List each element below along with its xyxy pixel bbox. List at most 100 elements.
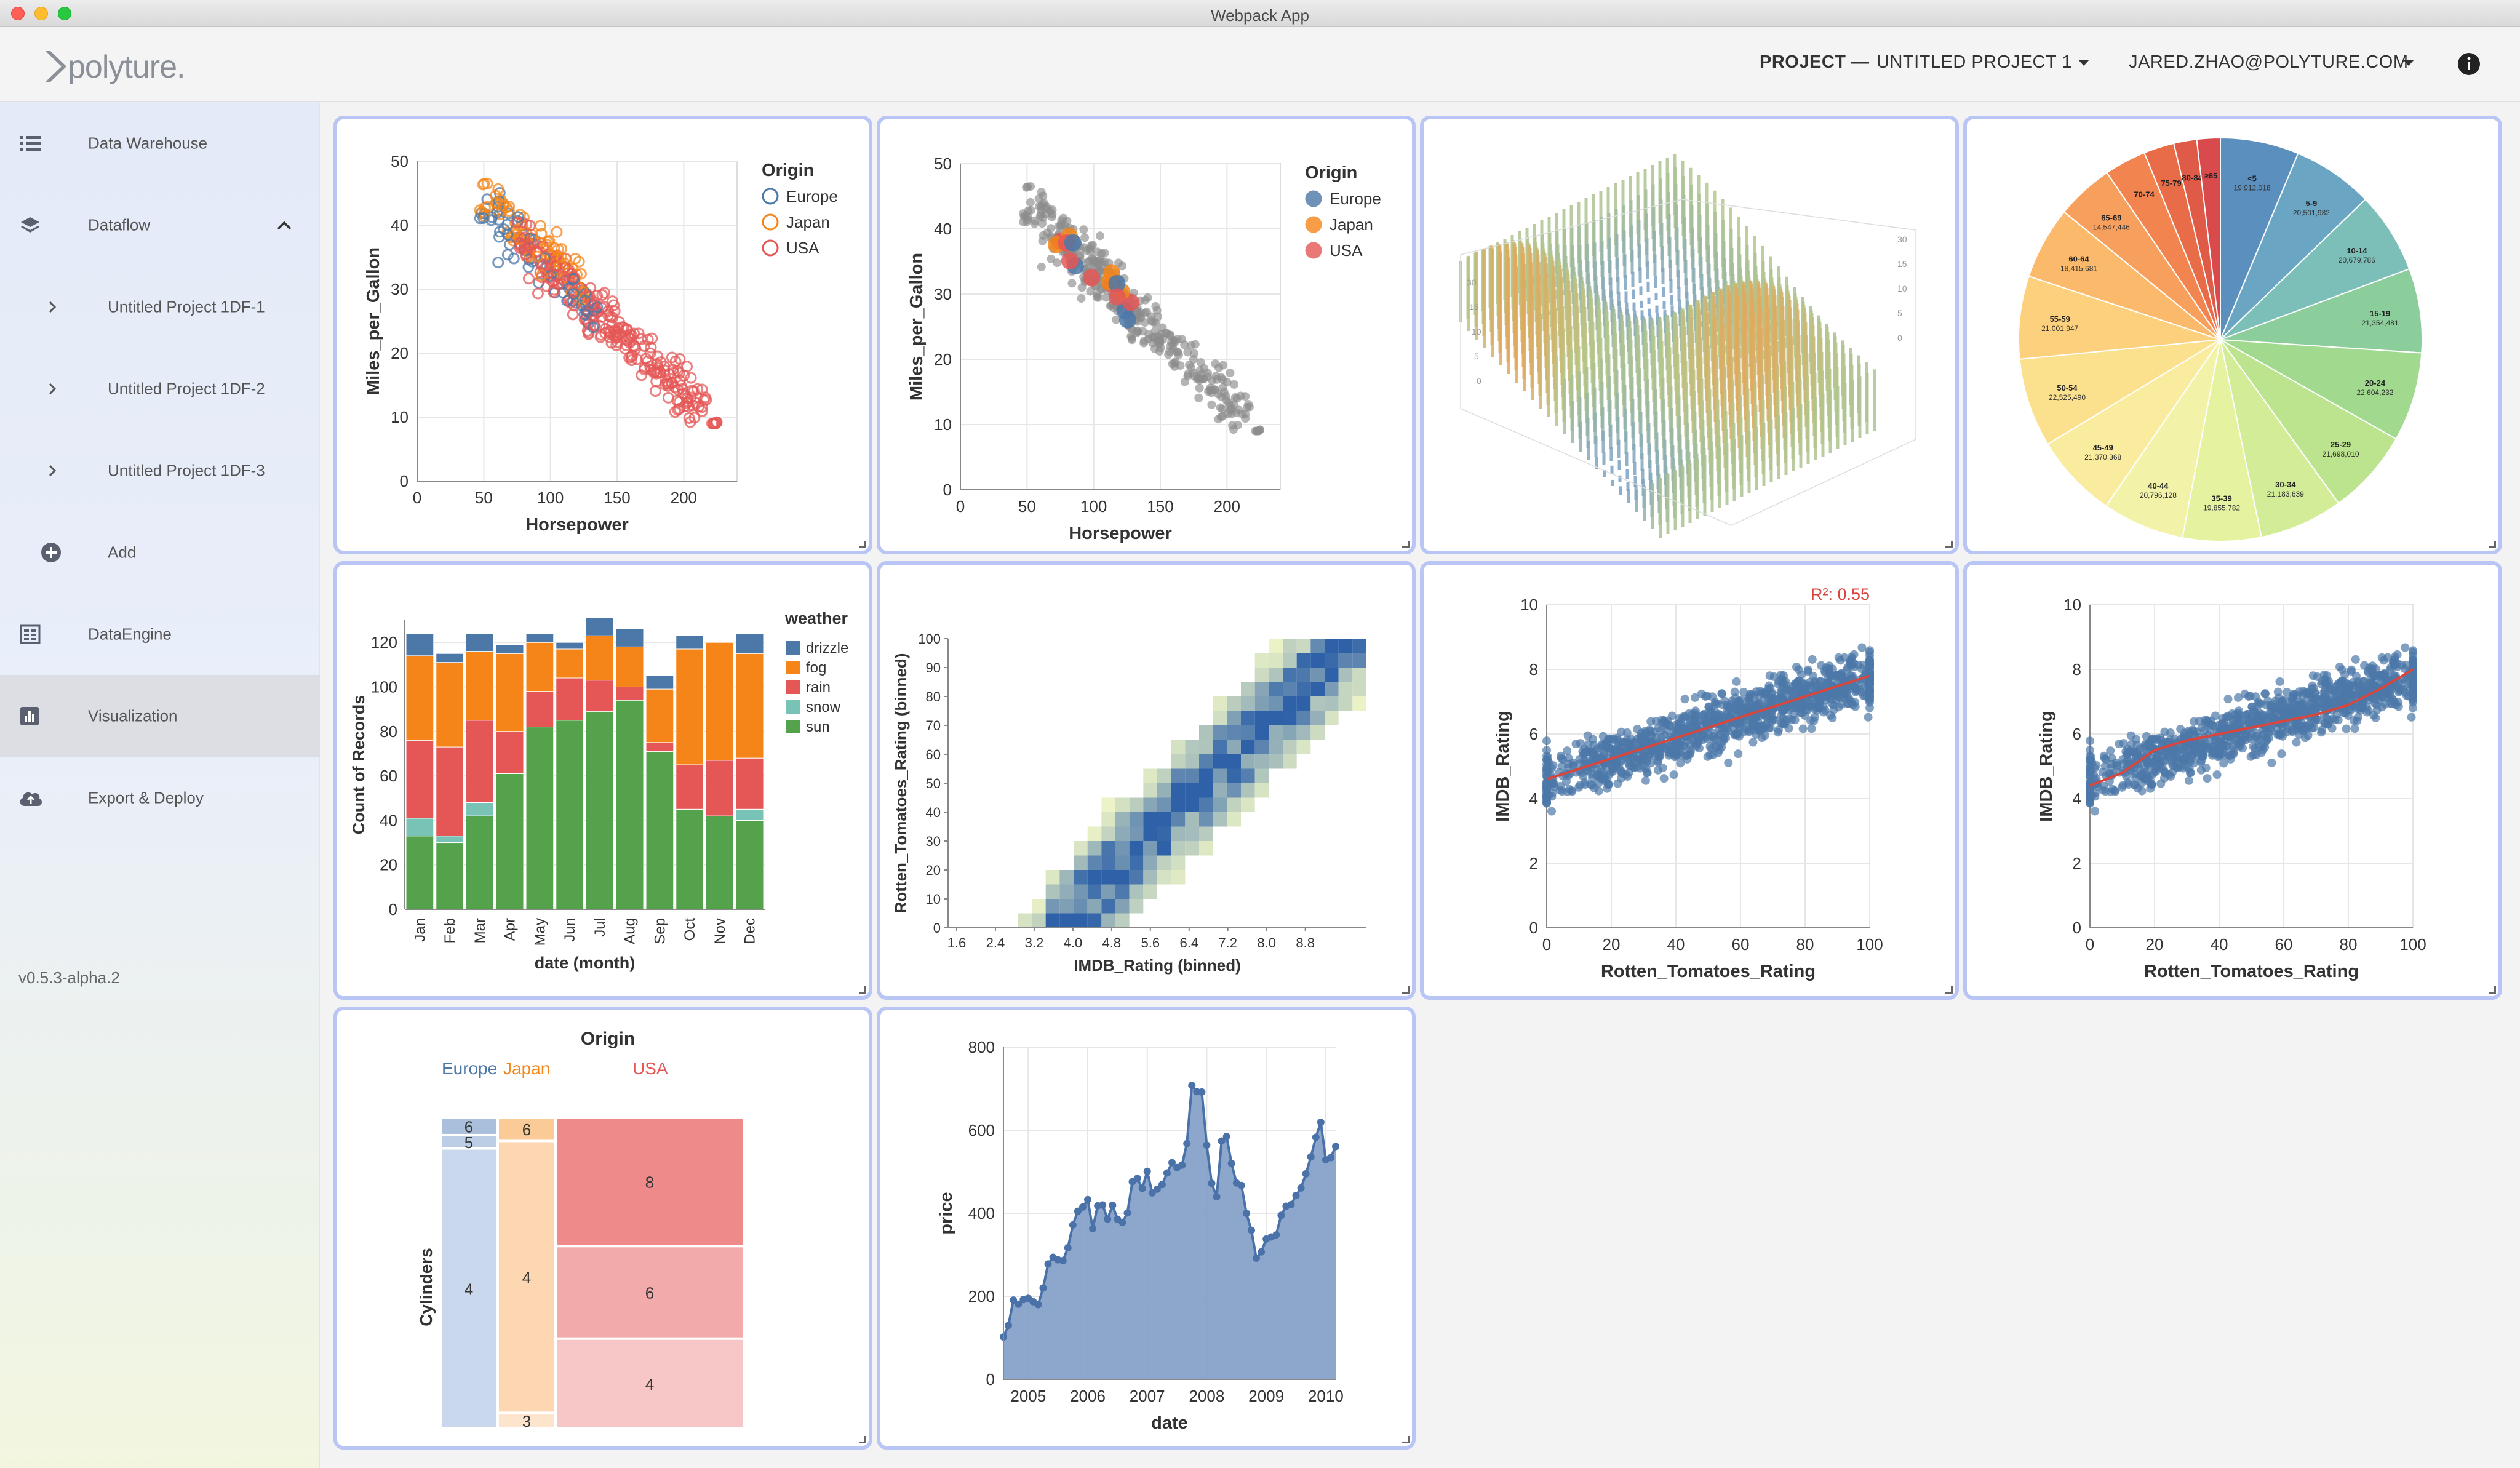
data-point <box>2292 704 2301 713</box>
slice-value: 18,415,681 <box>2060 265 2097 273</box>
legend-label: rain <box>806 679 831 696</box>
data-point <box>495 194 507 206</box>
sidebar-item-visualization[interactable]: Visualization <box>0 675 320 757</box>
sidebar-item-dataengine[interactable]: DataEngine <box>0 593 320 675</box>
y-tick-label: 40 <box>380 811 397 829</box>
sidebar-item-dataflow[interactable]: Dataflow <box>0 184 320 266</box>
heatmap-cell <box>1185 783 1199 798</box>
sidebar-item-project-df-2[interactable]: Untitled Project 1DF-2 <box>0 348 320 429</box>
chart-card-binned-heatmap[interactable]: 0 10 20 30 40 50 60 70 80 90 100 1.6 2.4 3.2 4.0 4.8 5.6… <box>877 561 1416 1000</box>
data-point <box>2349 716 2358 725</box>
chart-card-mosaic[interactable]: Origin Europe Japan USA Cylinders 6 5 4 6 4 3 8 6 4 <box>333 1007 872 1450</box>
heatmap-cell <box>1143 826 1157 841</box>
data-point <box>2152 734 2161 743</box>
chevron-up-icon[interactable] <box>277 220 292 230</box>
data-point <box>688 412 701 424</box>
data-point <box>501 249 514 261</box>
data-point <box>1211 359 1220 369</box>
sidebar-item-project-df-1[interactable]: Untitled Project 1DF-1 <box>0 266 320 348</box>
data-point <box>2278 732 2287 741</box>
chart-card-pie[interactable]: <5 19,912,018 5-9 20,501,982 10-14 20,679,786… <box>1963 116 2502 554</box>
heatmap-cell <box>1045 870 1060 885</box>
heatmap-cell <box>1213 740 1227 754</box>
mosaic-cell <box>557 1339 743 1427</box>
chart-card-scatter-cars[interactable]: 0 10 20 30 40 50 0 50 100 150 200 Horsepower Miles_p… <box>333 116 872 554</box>
data-point <box>1198 1088 1206 1096</box>
heatmap-cell <box>1185 826 1199 841</box>
data-point <box>2086 764 2094 773</box>
minimize-window-button[interactable] <box>34 7 48 20</box>
user-dropdown-chevron-icon[interactable] <box>2403 60 2414 67</box>
chart-card-area-price[interactable]: 0 200 400 600 800 2005 2006 2007 2008 2009 2010 dat… <box>877 1007 1416 1450</box>
sidebar-item-data-warehouse[interactable]: Data Warehouse <box>0 102 320 184</box>
data-point <box>2204 744 2214 754</box>
data-point <box>2185 768 2195 778</box>
chart-card-stacked-weather[interactable]: 0 20 40 60 80 100 120 Jan Feb Mar Apr May Jun Jul Aug S… <box>333 561 872 1000</box>
data-point <box>1659 774 1669 783</box>
sidebar-item-project-df-3[interactable]: Untitled Project 1DF-3 <box>0 429 320 511</box>
data-point <box>1133 1175 1141 1183</box>
resize-handle[interactable] <box>859 541 866 548</box>
scatter-cars-chart: 0 10 20 30 40 50 0 50 100 150 200 Horsepower Miles_p… <box>364 152 838 535</box>
data-point <box>2234 693 2243 702</box>
data-point <box>2212 770 2222 780</box>
data-point <box>2086 792 2094 802</box>
data-point <box>2289 690 2299 699</box>
heatmap-cell <box>1115 855 1130 870</box>
chart-card-scatter-loess[interactable]: 0 2 4 6 8 10 0 20 40 60 80 100 Rotten_Tomatoes_Ratin… <box>1963 561 2502 1000</box>
mosaic-cell <box>557 1247 743 1338</box>
data-point <box>2350 724 2359 733</box>
resize-handle[interactable] <box>1402 986 1410 994</box>
info-icon[interactable] <box>2457 52 2481 76</box>
slice-label: 80-84 <box>2182 174 2203 183</box>
resize-handle[interactable] <box>859 986 866 994</box>
resize-handle[interactable] <box>2489 986 2496 994</box>
project-dropdown-chevron-icon[interactable] <box>2078 60 2089 67</box>
data-point <box>2170 735 2179 744</box>
sidebar-item-add[interactable]: Add <box>0 511 320 593</box>
chart-card-scatter-highlight[interactable]: 0 10 20 30 40 50 0 50 100 150 200 Horsepower Miles_p… <box>877 116 1416 554</box>
binned-heatmap-chart: 0 10 20 30 40 50 60 70 80 90 100 1.6 2.4 3.2 4.0 4.8 5.6… <box>891 631 1366 975</box>
heatmap-cell <box>1143 855 1157 870</box>
data-point <box>625 351 637 363</box>
data-point <box>1252 426 1261 436</box>
resize-handle[interactable] <box>859 1436 866 1443</box>
close-window-button[interactable] <box>11 7 25 20</box>
resize-handle[interactable] <box>1945 541 1953 548</box>
chart-card-surface-3d[interactable]: 30 30 15 15 10 10 5 5 0 0 <box>1420 116 1959 554</box>
bar-segment <box>645 742 674 752</box>
data-point <box>497 199 509 212</box>
axis-tick-label: 15 <box>1469 302 1479 312</box>
sidebar-item-export-deploy[interactable]: Export & Deploy <box>0 757 320 839</box>
data-point <box>674 353 686 365</box>
data-point <box>1204 387 1213 396</box>
data-point <box>1661 744 1670 754</box>
data-point <box>1705 742 1715 751</box>
data-point <box>1207 400 1216 409</box>
heatmap-cell <box>1129 826 1144 841</box>
data-point <box>1044 1260 1052 1268</box>
data-point <box>1693 717 1702 726</box>
user-menu[interactable]: JARED.ZHAO@POLYTURE.COM <box>2129 52 2409 72</box>
bar-chart-icon <box>20 706 39 725</box>
resize-handle[interactable] <box>2489 541 2496 548</box>
resize-handle[interactable] <box>1402 541 1410 548</box>
legend-label: Europe <box>442 1059 497 1078</box>
resize-handle[interactable] <box>1945 986 1953 994</box>
polyture-logo[interactable]: polyture. <box>43 45 221 88</box>
data-point <box>1691 693 1700 702</box>
resize-handle[interactable] <box>1402 1436 1410 1443</box>
data-point <box>1649 751 1659 760</box>
data-point <box>2203 774 2212 783</box>
data-point <box>1064 1244 1072 1252</box>
chart-card-scatter-regression[interactable]: 0 2 4 6 8 10 0 20 40 60 80 100 Rotten_Tomatoes_Ratin… <box>1420 561 1959 1000</box>
zoom-window-button[interactable] <box>58 7 71 20</box>
data-point <box>1143 293 1152 302</box>
x-tick-label: 20 <box>2146 935 2164 954</box>
data-point <box>1857 643 1867 652</box>
app-header: polyture. PROJECT — UNTITLED PROJECT 1 J… <box>0 28 2520 102</box>
data-point <box>1132 329 1141 338</box>
project-selector[interactable]: UNTITLED PROJECT 1 <box>1876 52 2072 72</box>
heatmap-cell <box>1115 913 1130 928</box>
bar-segment <box>495 731 524 774</box>
